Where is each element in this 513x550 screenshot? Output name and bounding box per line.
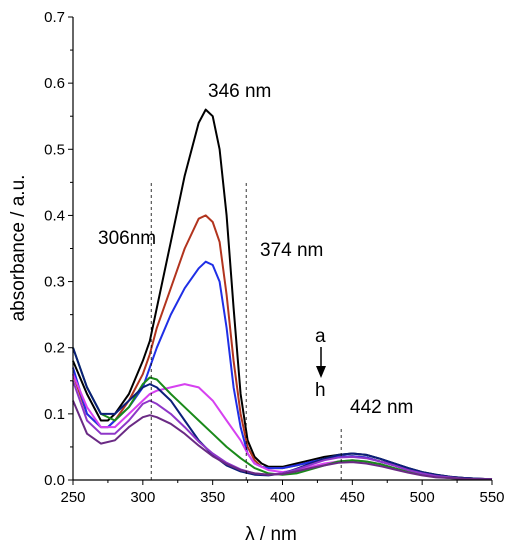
y-axis-title: absorbance / a.u. — [8, 175, 29, 322]
x-tick-label: 450 — [340, 489, 365, 506]
x-tick-label: 250 — [60, 489, 85, 506]
series-line-a — [72, 108, 493, 481]
series-line-c — [72, 260, 493, 481]
annotation-346nm: 346 nm — [208, 81, 271, 102]
axes: 250 300 350 400 450 500 550 0.0 0.1 0.2 0.3 0.4 0.5 0… — [44, 9, 504, 506]
arrow-label-h: h — [315, 380, 326, 401]
series-line-h — [72, 400, 492, 481]
x-tick-label: 300 — [130, 489, 155, 506]
trend-arrow-head — [316, 366, 326, 378]
series-layer — [72, 108, 493, 481]
y-tick-label: 0.3 — [44, 274, 65, 291]
y-tick-label: 0.4 — [44, 207, 65, 224]
x-tick-label: 400 — [270, 489, 295, 506]
y-tick-label: 0.0 — [44, 472, 65, 489]
x-tick-label: 350 — [200, 489, 225, 506]
x-tick-label: 550 — [479, 489, 504, 506]
y-tick-label: 0.1 — [44, 406, 65, 423]
series-line-d — [72, 373, 492, 481]
x-axis-title: λ / nm — [245, 524, 297, 545]
marker-lines — [150, 182, 342, 480]
x-tick-label: 500 — [410, 489, 435, 506]
annotation-306nm: 306nm — [98, 228, 156, 249]
annotations: 346 nm 306nm 374 nm 442 nm a h — [98, 81, 413, 418]
y-tick-label: 0.7 — [44, 9, 65, 26]
arrow-label-a: a — [315, 326, 326, 347]
y-tick-label: 0.6 — [44, 75, 65, 92]
annotation-442nm: 442 nm — [350, 397, 413, 418]
annotation-374nm: 374 nm — [260, 240, 323, 261]
y-tick-label: 0.5 — [44, 141, 65, 158]
y-tick-label: 0.2 — [44, 340, 65, 357]
